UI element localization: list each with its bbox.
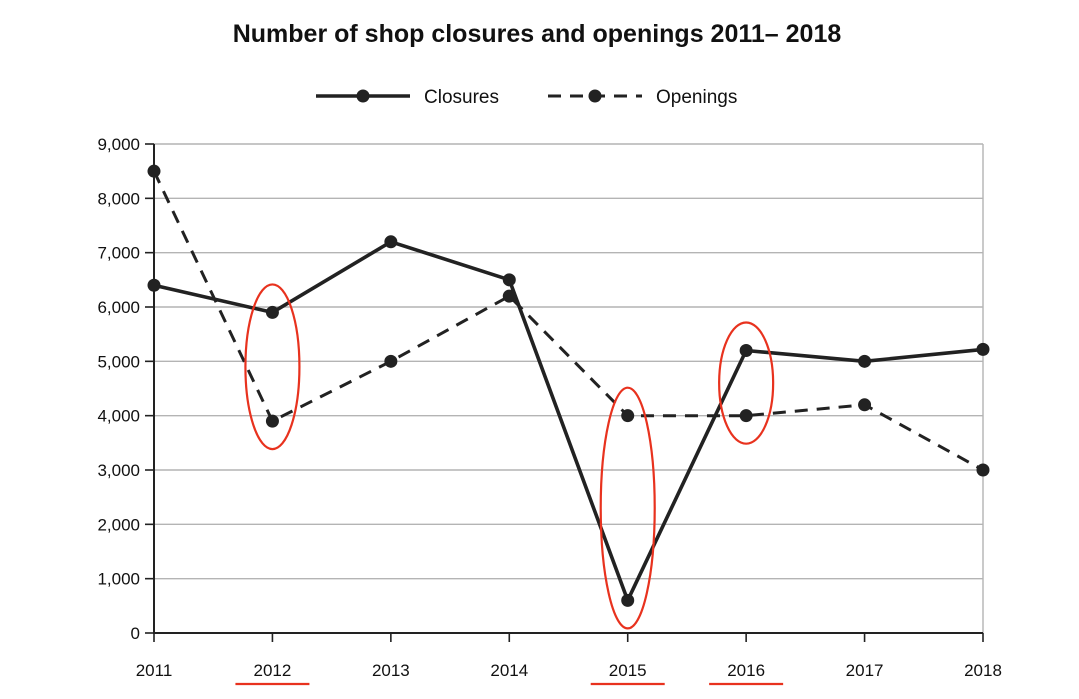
highlight-circle-2012 — [244, 283, 301, 451]
data-point-openings — [976, 463, 990, 477]
y-tick-label: 2,000 — [97, 515, 140, 534]
data-point-closures — [858, 354, 872, 368]
x-tick-label: 2015 — [609, 661, 647, 680]
x-tick-label: 2017 — [846, 661, 884, 680]
data-point-openings — [147, 164, 161, 178]
gridlines — [154, 143, 984, 633]
highlight-circle-2016 — [718, 321, 775, 445]
y-tick-label: 1,000 — [97, 570, 140, 589]
series-lines — [152, 170, 984, 603]
data-point-openings — [858, 398, 872, 412]
legend-marker-openings — [588, 89, 602, 103]
legend-marker-closures — [356, 89, 370, 103]
series-points — [147, 164, 990, 607]
y-tick-label: 7,000 — [97, 244, 140, 263]
chart-title: Number of shop closures and openings 201… — [233, 20, 842, 48]
y-tick-label: 8,000 — [97, 189, 140, 208]
data-point-openings — [265, 414, 279, 428]
legend-label-closures: Closures — [424, 87, 499, 108]
y-axis-ticks: 0 1,000 2,000 3,000 4,000 5,000 6,000 7,000 8,00… — [97, 135, 154, 643]
data-point-openings — [739, 409, 753, 423]
x-tick-label: 2013 — [372, 661, 410, 680]
series-line-openings — [152, 170, 984, 472]
data-point-closures — [147, 278, 161, 292]
y-tick-label: 0 — [131, 624, 140, 643]
y-tick-label: 3,000 — [97, 461, 140, 480]
highlight-circle-2015 — [599, 386, 656, 630]
data-point-openings — [502, 289, 516, 303]
data-point-closures — [976, 342, 990, 356]
data-point-closures — [265, 305, 279, 319]
x-tick-label: 2014 — [490, 661, 528, 680]
y-tick-label: 9,000 — [97, 135, 140, 154]
x-tick-label: 2011 — [136, 661, 173, 680]
data-point-closures — [384, 235, 398, 249]
data-point-closures — [621, 593, 635, 607]
y-tick-label: 5,000 — [97, 352, 140, 371]
y-tick-label: 6,000 — [97, 298, 140, 317]
data-point-openings — [621, 409, 635, 423]
x-tick-label: 2016 — [727, 661, 765, 680]
y-tick-label: 4,000 — [97, 407, 140, 426]
series-line-closures — [153, 240, 984, 603]
legend-label-openings: Openings — [656, 87, 737, 108]
x-tick-label: 2018 — [964, 661, 1002, 680]
legend: Closures Openings — [316, 87, 737, 108]
x-axis-ticks: 2011 2012 2013 2014 2015 2016 2017 2018 — [136, 633, 1002, 680]
x-tick-label: 2012 — [254, 661, 292, 680]
data-point-closures — [739, 343, 753, 357]
data-point-openings — [384, 354, 398, 368]
annotations — [235, 283, 784, 686]
axes — [153, 144, 983, 634]
data-point-closures — [502, 273, 516, 287]
